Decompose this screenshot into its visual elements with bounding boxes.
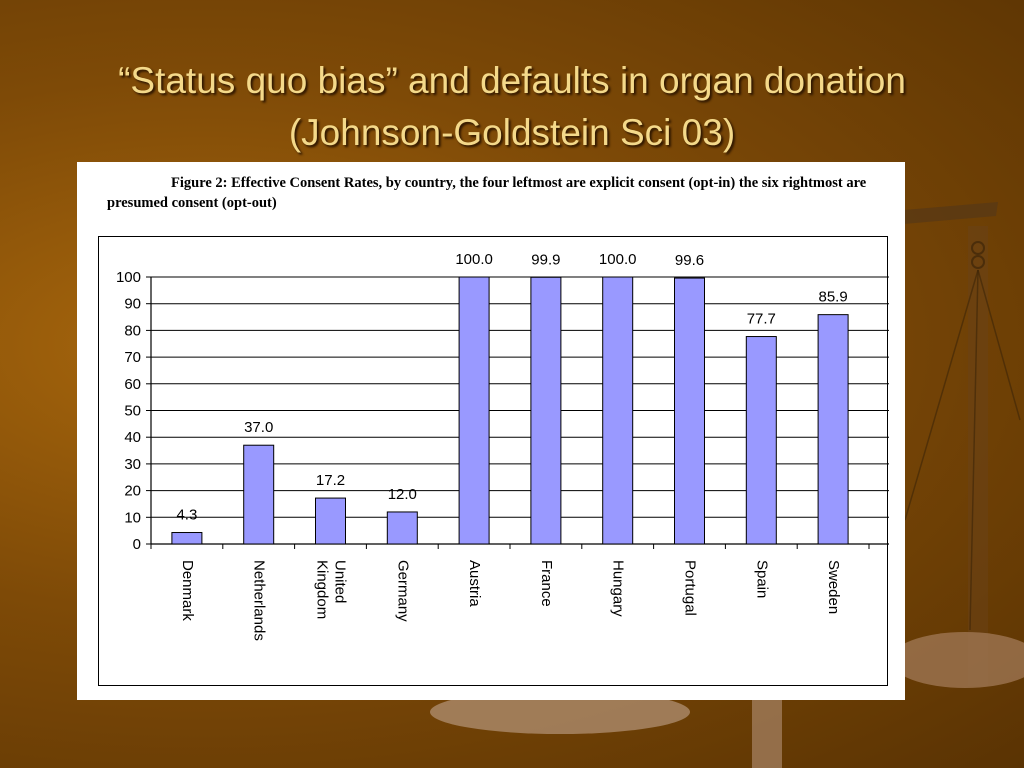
category-label: Austria [466, 560, 483, 607]
bar-hungary [602, 276, 634, 545]
y-tick-label: 0 [133, 536, 141, 553]
category-label: France [538, 560, 555, 607]
data-label: 100.0 [455, 251, 493, 268]
chart-frame: 0 10 20 30 40 50 60 70 80 90 100 4.3 Denmark 37.0 Neth… [98, 236, 889, 686]
category-label: Denmark [179, 560, 196, 621]
category-label: Hungary [610, 560, 627, 617]
data-label: 17.2 [316, 472, 345, 489]
y-tick-label: 40 [124, 429, 141, 446]
y-tick-label: 20 [124, 483, 141, 500]
y-tick-label: 50 [124, 403, 141, 420]
category-label: Kingdom [314, 560, 331, 619]
bar-austria [458, 276, 490, 545]
category-label: Sweden [825, 560, 842, 614]
y-tick-label: 10 [124, 509, 141, 526]
bar-united-kingdom [315, 497, 346, 545]
y-tick-label: 70 [124, 349, 141, 366]
category-label: United [332, 560, 349, 603]
y-tick-label: 60 [124, 376, 141, 393]
category-label: Germany [394, 560, 411, 622]
slide-title: “Status quo bias” and defaults in organ … [118, 60, 906, 153]
y-tick-label: 100 [116, 269, 141, 286]
figure-caption: Figure 2: Effective Consent Rates, by co… [107, 175, 867, 211]
data-label: 99.9 [531, 251, 560, 268]
bar-spain [745, 336, 777, 545]
data-label: 12.0 [388, 486, 417, 503]
bar-chart: 0 10 20 30 40 50 60 70 80 90 100 4.3 Denmark 37.0 Neth… [116, 251, 889, 641]
figure-panel: Figure 2: Effective Consent Rates, by co… [77, 162, 905, 700]
data-label: 85.9 [818, 289, 847, 306]
bar-denmark [171, 532, 203, 545]
bar-netherlands [243, 444, 275, 545]
y-tick-label: 30 [124, 456, 141, 473]
category-label: Portugal [682, 560, 699, 616]
data-label: 37.0 [244, 419, 273, 436]
y-tick-label: 80 [124, 322, 141, 339]
y-tick-label: 90 [124, 296, 141, 313]
bar-france [530, 276, 562, 545]
data-label: 4.3 [176, 507, 197, 524]
bar-sweden [817, 314, 849, 545]
category-label: Netherlands [251, 560, 268, 641]
bar-portugal [674, 277, 705, 545]
data-label: 100.0 [599, 251, 637, 268]
category-label: Spain [753, 560, 770, 598]
data-label: 99.6 [675, 252, 704, 269]
data-label: 77.7 [747, 311, 776, 328]
bar-germany [386, 511, 418, 545]
